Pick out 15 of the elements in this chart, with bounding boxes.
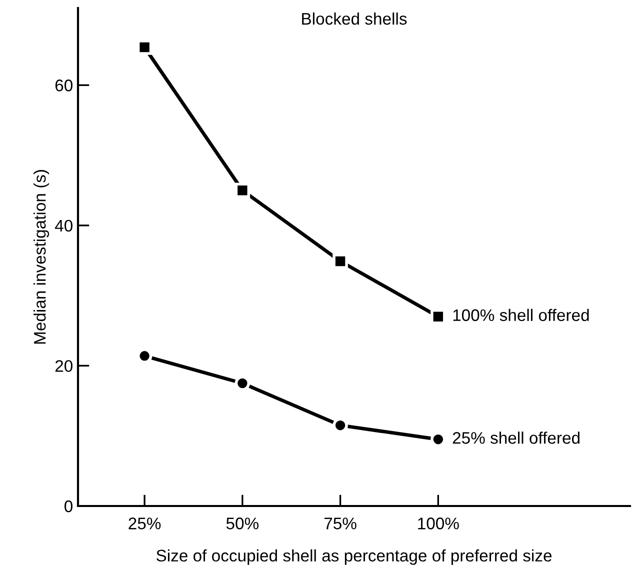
x-tick-label: 75%	[324, 518, 356, 530]
y-tick-label: 0	[64, 500, 72, 512]
x-tick-label: 25%	[128, 518, 161, 530]
y-axis-title: Median investigation (s)	[34, 170, 50, 344]
y-tick-label: 60	[55, 80, 72, 92]
x-axis-title: Size of occupied shell as percentage of preferred size	[156, 549, 552, 565]
y-tick-label: 20	[55, 360, 72, 372]
series-label: 100% shell offered	[453, 308, 589, 322]
y-tick-label: 40	[54, 220, 72, 232]
x-tick-label: 50%	[226, 518, 259, 530]
point	[234, 182, 250, 198]
point	[332, 254, 348, 269]
series-label: 25% shell offered	[452, 432, 580, 444]
chart-title: Blocked shells	[302, 12, 407, 25]
x-tick-label: 100%	[418, 518, 459, 530]
